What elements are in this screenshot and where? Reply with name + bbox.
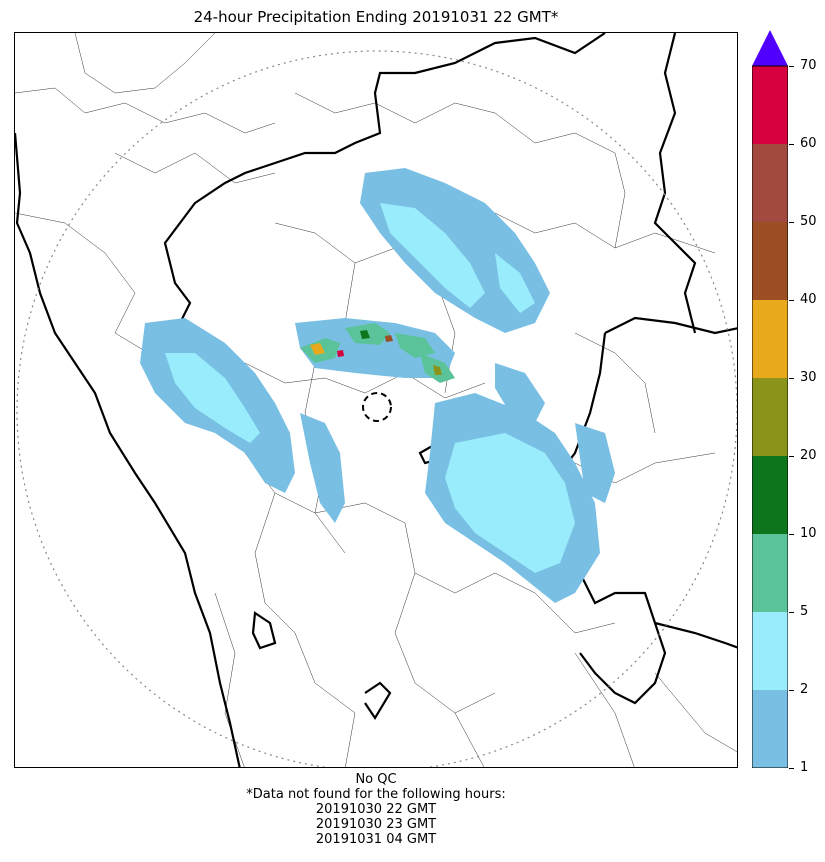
colorbar-tick-mark — [789, 222, 794, 223]
colorbar-tick-label: 40 — [800, 292, 817, 307]
colorbar-tick-mark — [789, 612, 794, 613]
colorbar-tick-label: 1 — [800, 760, 809, 775]
colorbar-segment — [752, 144, 788, 222]
map-canvas — [15, 33, 737, 767]
colorbar-segment — [752, 690, 788, 768]
colorbar-tick-label: 70 — [800, 58, 817, 73]
colorbar-segment — [752, 456, 788, 534]
colorbar-tick-mark — [789, 66, 794, 67]
missing-hour: 20191030 23 GMT — [315, 817, 437, 832]
colorbar-tick-mark — [789, 144, 794, 145]
colorbar-tick-label: 30 — [800, 370, 817, 385]
state-boundaries — [15, 33, 737, 767]
precipitation-map — [14, 32, 738, 768]
colorbar-segment — [752, 66, 788, 144]
colorbar-tick-label: 2 — [800, 682, 809, 697]
colorbar-segment — [752, 300, 788, 378]
colorbar-segment — [752, 612, 788, 690]
qc-note: No QC — [355, 772, 397, 787]
colorbar-tick-label: 5 — [800, 604, 809, 619]
colorbar-segment — [752, 534, 788, 612]
colorbar-segment — [752, 222, 788, 300]
colorbar-outline — [752, 65, 788, 768]
colorbar-tick-mark — [789, 378, 794, 379]
colorbar-tick-label: 20 — [800, 448, 817, 463]
colorbar-tick-label: 50 — [800, 214, 817, 229]
colorbar-tick-mark — [789, 456, 794, 457]
missing-data-header: *Data not found for the following hours: — [246, 787, 506, 802]
colorbar-tick-mark — [789, 300, 794, 301]
radar-site-marker — [362, 392, 392, 422]
colorbar-tick-mark — [789, 768, 794, 769]
radar-range-ring — [16, 50, 737, 767]
colorbar-segment — [752, 378, 788, 456]
missing-hour: 20191030 22 GMT — [315, 802, 437, 817]
map-title: 24-hour Precipitation Ending 20191031 22… — [193, 8, 559, 26]
precipitation-intense — [300, 323, 455, 383]
precipitation-moderate — [165, 203, 575, 573]
colorbar-segments — [752, 66, 788, 768]
colorbar — [752, 30, 788, 768]
colorbar-tick-label: 60 — [800, 136, 817, 151]
colorbar-extend-arrow — [752, 30, 788, 66]
district-boundaries — [15, 33, 737, 767]
missing-hour: 20191031 04 GMT — [315, 832, 437, 847]
colorbar-tick-mark — [789, 690, 794, 691]
colorbar-tick-label: 10 — [800, 526, 817, 541]
footnote: No QC *Data not found for the following … — [14, 772, 738, 847]
colorbar-tick-mark — [789, 534, 794, 535]
